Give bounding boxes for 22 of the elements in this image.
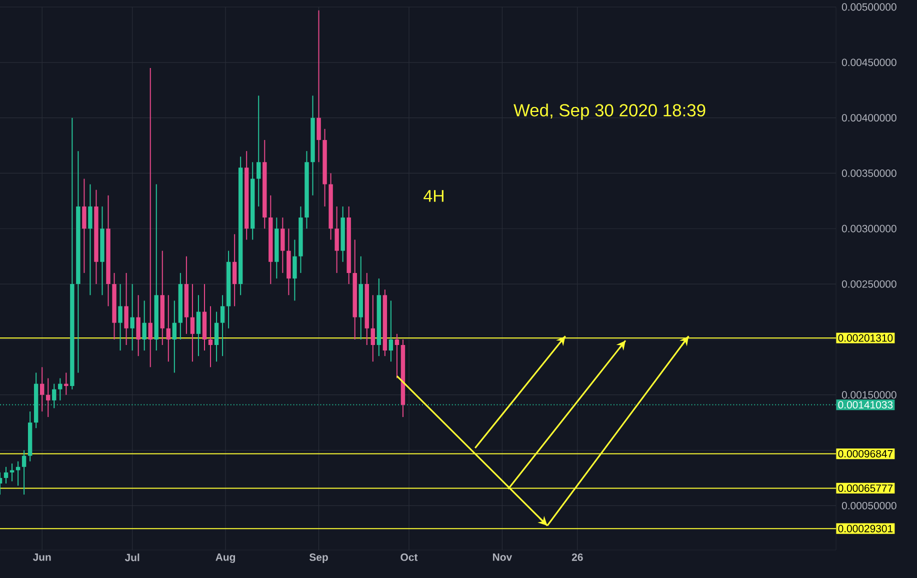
x-tick-label: Jun xyxy=(32,554,51,561)
x-tick-label: Aug xyxy=(216,554,236,563)
y-tick-label: 0.00250000 xyxy=(842,280,896,288)
text: 4H xyxy=(424,190,444,202)
y-tick-label: 0.00050000 xyxy=(842,502,896,510)
y-tick-label: 0.00400000 xyxy=(842,114,896,122)
text: Wed, Sep 30 2020 18:39 xyxy=(514,104,706,120)
y-tick-label: 0.00150000 xyxy=(842,391,896,399)
y-tick-label: 0.00500000 xyxy=(842,3,896,11)
x-tick-label: Jul xyxy=(124,554,140,562)
x-tick-label: 26 xyxy=(572,554,583,561)
y-tick-label: 0.00450000 xyxy=(842,58,896,66)
ref-line-label: 0.00141033 xyxy=(838,401,893,409)
y-tick-label: 0.00300000 xyxy=(842,224,896,232)
ref-line-label: 0.00065777 xyxy=(838,484,893,492)
x-tick-label: Oct xyxy=(400,554,418,561)
ref-line-label: 0.00029301 xyxy=(838,524,893,532)
ref-line-label: 0.00201310 xyxy=(838,334,893,342)
x-tick-label: Sep xyxy=(309,554,328,563)
y-tick-label: 0.00350000 xyxy=(842,170,896,177)
x-tick-label: Nov xyxy=(493,554,512,561)
ref-line-label: 0.00096847 xyxy=(838,450,893,458)
